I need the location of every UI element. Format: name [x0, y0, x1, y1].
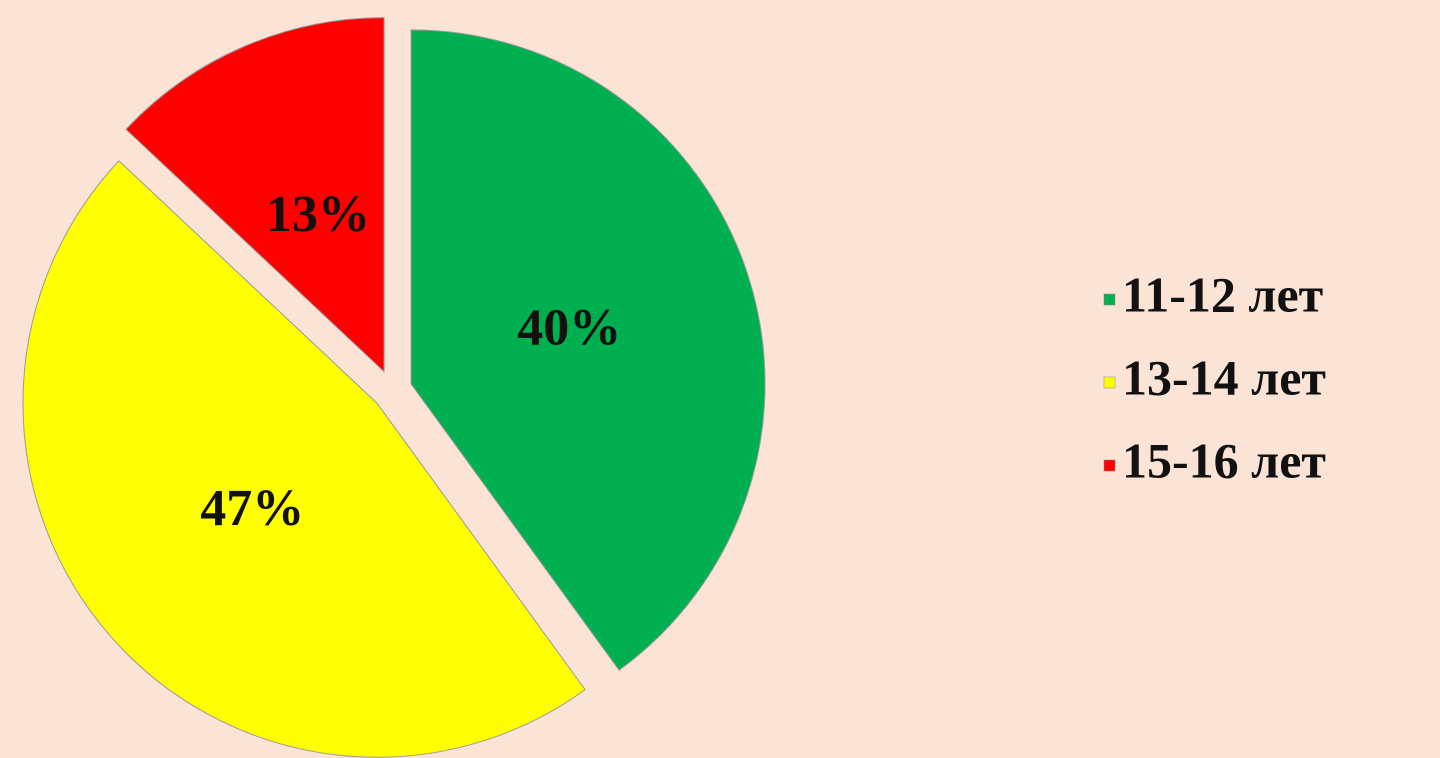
legend-label: 11-12 лет	[1122, 266, 1323, 322]
value-label: 13%	[266, 186, 370, 243]
legend-label: 15-16 лет	[1122, 432, 1326, 488]
legend-swatch	[1103, 459, 1116, 472]
legend-swatch	[1103, 376, 1116, 389]
legend-label: 13-14 лет	[1122, 349, 1326, 405]
value-label: 47%	[200, 480, 304, 537]
pie-slice	[22, 160, 586, 758]
value-label: 40%	[517, 299, 621, 356]
pie-slice	[410, 29, 766, 671]
pie-slice	[125, 17, 385, 373]
legend-swatch	[1103, 293, 1116, 306]
